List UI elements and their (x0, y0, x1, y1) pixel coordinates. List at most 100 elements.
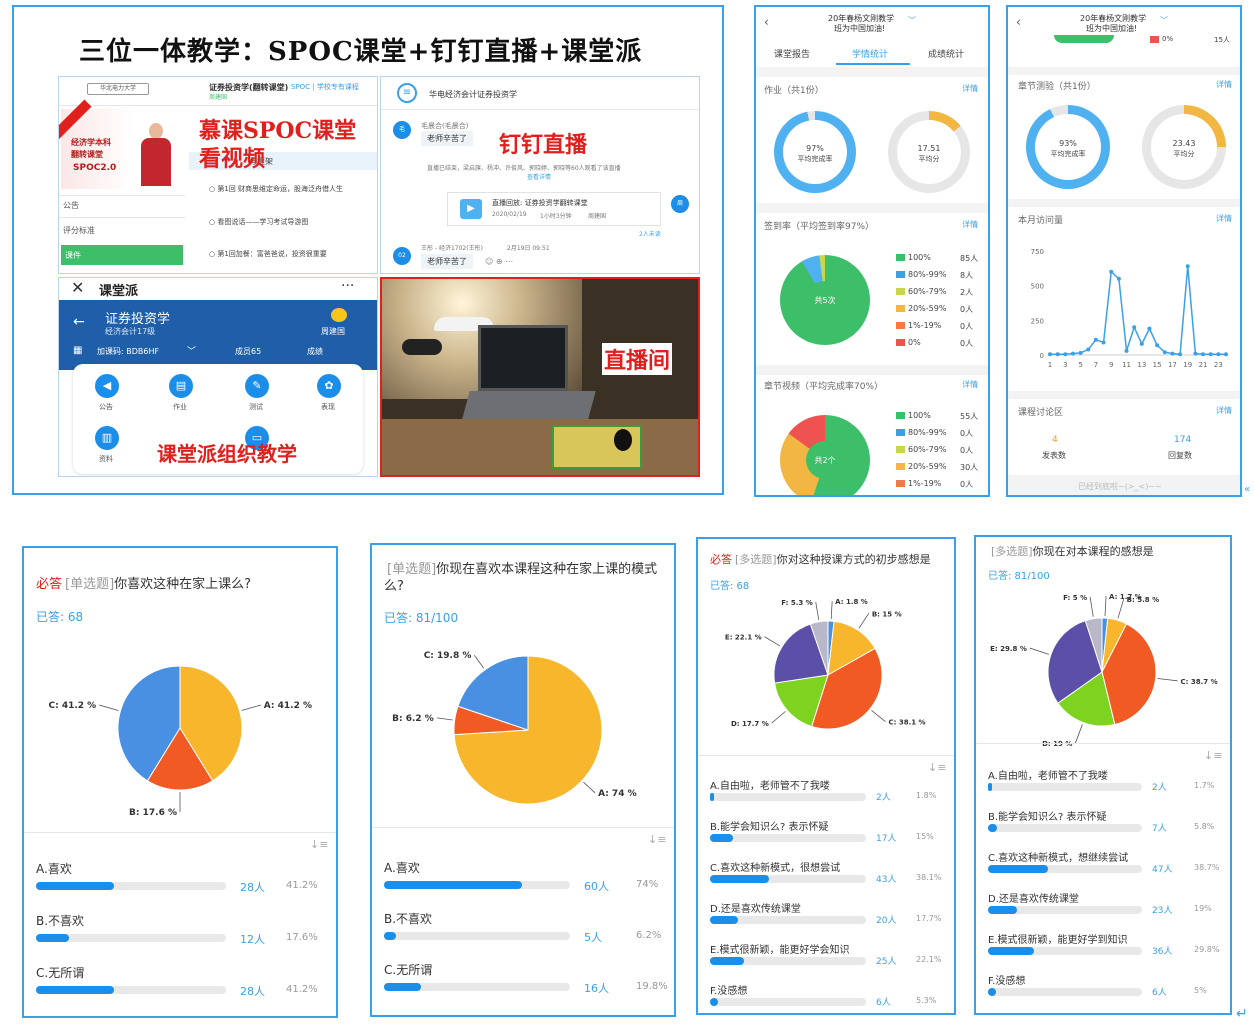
pie-leader-line (858, 613, 870, 629)
discussion-label: 课程讨论区 (1018, 408, 1064, 418)
back-icon[interactable]: ← (73, 314, 85, 330)
close-icon[interactable]: ✕ (71, 278, 85, 297)
legend-label: 1%-19% (908, 479, 942, 488)
chevron-down-icon[interactable]: ﹀ (1160, 16, 1168, 25)
sort-icon[interactable]: ↓≡ (648, 833, 667, 846)
pie-leader-line (436, 717, 453, 721)
option-bar-fill (384, 881, 522, 889)
legend-swatch (896, 305, 905, 312)
answered-count: 已答: 68 (710, 581, 750, 592)
sort-icon[interactable]: ↓≡ (310, 838, 329, 851)
spoc-lesson-highlight[interactable]: 与框架 (189, 152, 377, 170)
video-detail-link[interactable]: 详情 (962, 380, 978, 389)
tab-learning-stats[interactable]: 学情统计 (852, 50, 889, 60)
survey-pie-chart: A: 74 % B: 6.2 % C: 19.8 % (392, 651, 637, 805)
members-count[interactable]: 成员65 (235, 347, 262, 356)
materials-tool-icon[interactable]: ▥ (95, 426, 119, 450)
option-percent: 19.8% (636, 981, 668, 992)
legend-item: 20%-59% (896, 462, 946, 471)
test-tool-icon[interactable]: ✎ (245, 374, 269, 398)
replay-time: 1小时3分钟 (540, 213, 572, 220)
quiz-score: 23.43 (1172, 139, 1196, 148)
collage-frame: 三位一体教学：SPOC课堂+钉钉直播+课堂派 华北电力大学 证券投资学(翻转课堂… (12, 5, 724, 495)
more-icon[interactable]: ··· (341, 278, 355, 294)
chevron-down-icon[interactable]: ﹀ (187, 347, 197, 357)
question-type: [多选题] (735, 553, 777, 566)
option-label: F.没感想 (988, 976, 1026, 987)
spoc-panel: 华北电力大学 证券投资学(翻转课堂) SPOC | 学校专有课程 周建国 经济学… (58, 76, 378, 274)
pie-leader-line (871, 709, 886, 722)
tool-icon[interactable]: ▭ (245, 426, 269, 450)
visits-point (1224, 352, 1228, 357)
legend-count: 15人 (960, 496, 978, 497)
homework-tool-icon[interactable]: ▤ (169, 374, 193, 398)
legend-item: 0% (896, 338, 921, 347)
msg2-time: 2月19日 09:51 (507, 245, 550, 252)
performance-tool-icon[interactable]: ✿ (317, 374, 341, 398)
bottom-note: 已经到底啦~(>_<)~~ (1078, 482, 1162, 491)
view-detail-link[interactable]: 查看详情 (527, 174, 552, 181)
legend-count: 0人 (960, 429, 974, 438)
x-tick-label: 19 (1183, 361, 1192, 369)
option-percent: 5.8% (1194, 822, 1215, 831)
back-icon[interactable]: ‹ (1016, 15, 1021, 29)
peek-legend-left: 0% (1150, 35, 1173, 43)
option-percent: 29.8% (1194, 945, 1220, 954)
option-count: 2人 (876, 793, 891, 803)
sort-icon[interactable]: ↓≡ (928, 761, 947, 774)
pie-leader-line (1117, 599, 1125, 619)
pie-slice-label: F: 5 % (1063, 594, 1087, 602)
header-title-2: 班为中国加油! (834, 24, 886, 33)
tab-grade-stats[interactable]: 成绩统计 (928, 50, 965, 60)
lesson-item[interactable]: ○ 第1回加餐：富爸爸说，投资很重要 (209, 250, 327, 258)
homework-completion: 97% (806, 144, 824, 153)
tab-class-report[interactable]: 课堂报告 (774, 50, 811, 60)
question-type: [多选题] (991, 545, 1033, 558)
quiz-completion-ring: 93% 平均完成率 (1026, 105, 1110, 189)
homework-detail-link[interactable]: 详情 (962, 84, 978, 93)
sidebar-item-notice[interactable]: 公告 (63, 201, 79, 210)
legend-count: 8人 (960, 271, 974, 280)
chevron-down-icon[interactable]: ﹀ (908, 16, 916, 25)
option-bar-track (988, 783, 1142, 791)
legend-item: 100% (896, 253, 931, 262)
lesson-item[interactable]: ○ 第1回 财商思维定命运，股海泛舟借人生 (209, 185, 344, 193)
pie-leader-line (241, 704, 261, 711)
sender-avatar: 毛 (393, 121, 411, 139)
pie-leader-line (99, 704, 119, 711)
group-icon: ≡ (397, 83, 417, 103)
sidebar-item-grading[interactable]: 评分标准 (63, 226, 95, 235)
pie-slice (1057, 671, 1116, 727)
pie-slice-label: D: 17.7 % (731, 720, 769, 728)
spoc-cover-text-1: 经济学本科 (71, 138, 111, 147)
discussion-detail-link[interactable]: 详情 (1216, 406, 1232, 415)
option-bar-track (384, 881, 570, 889)
option-label: D.还是喜欢传统课堂 (710, 904, 801, 915)
visits-point (1155, 343, 1160, 348)
sort-icon[interactable]: ↓≡ (1204, 749, 1223, 762)
qr-icon[interactable]: ▦ (73, 345, 83, 356)
pie-slice-label: C: 19.8 % (424, 651, 472, 661)
option-count: 6人 (876, 998, 891, 1008)
reaction-icons[interactable]: ☺ ⊕ ⋯ (485, 257, 514, 266)
pie-leader-line (764, 636, 781, 647)
attendance-detail-link[interactable]: 详情 (962, 220, 978, 229)
back-icon[interactable]: ‹ (764, 15, 769, 29)
grades-link[interactable]: 成绩 (307, 347, 323, 356)
option-bar-fill (384, 932, 396, 940)
visits-point (1116, 276, 1121, 281)
legend-swatch (896, 412, 905, 419)
spoc-cover-text-3: SPOC2.0 (73, 163, 117, 173)
legend-label: 100% (908, 253, 931, 262)
pie-slice (809, 620, 829, 676)
pie-slice (1047, 620, 1103, 704)
visits-detail-link[interactable]: 详情 (1216, 214, 1232, 223)
replay-card[interactable]: ▶ 直播回放: 证券投资学翻转课堂 2020/02/19 1小时3分钟 周建国 (447, 192, 661, 226)
sidebar-item-courseware[interactable]: 课件 (61, 245, 183, 265)
quiz-detail-link[interactable]: 详情 (1216, 80, 1232, 89)
quiz-completion: 93% (1059, 139, 1077, 148)
survey-pie-chart: A: 1.8 % B: 15 % C: 38.1 % D: 17.7 % E: 22.1… (725, 598, 926, 730)
notice-tool-icon[interactable]: ◀ (95, 374, 119, 398)
lesson-item[interactable]: ○ 看图说话——学习考试导游图 (209, 218, 309, 226)
